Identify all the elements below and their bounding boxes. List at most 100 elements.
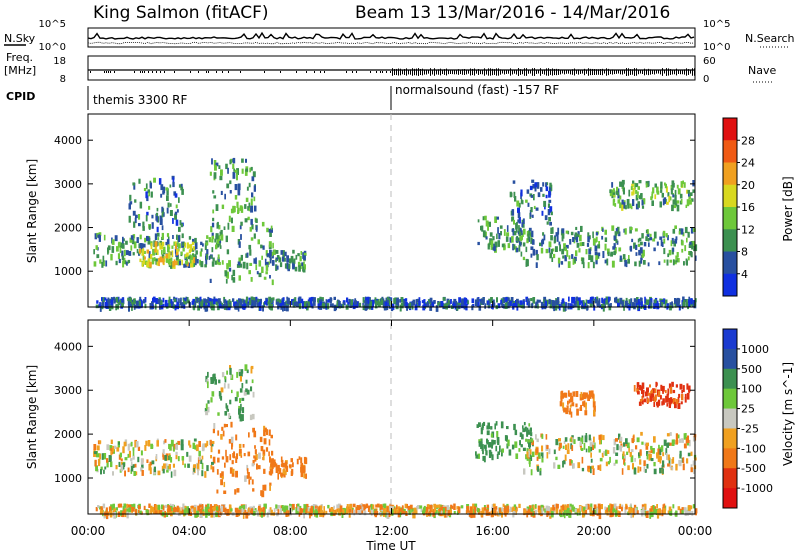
heatmap-cell [660, 239, 663, 247]
heatmap-cell [668, 195, 671, 203]
heatmap-cell [240, 234, 242, 240]
heatmap-cell [211, 442, 214, 447]
heatmap-cell [297, 503, 300, 507]
heatmap-cell [507, 297, 510, 301]
heatmap-cell [269, 249, 272, 257]
heatmap-cell [569, 408, 572, 414]
nave-mark [654, 69, 655, 75]
nave-mark [450, 70, 451, 74]
heatmap-cell [168, 263, 171, 268]
heatmap-cell [393, 506, 396, 510]
heatmap-cell [664, 183, 667, 189]
heatmap-cell [239, 299, 243, 306]
heatmap-cell [678, 188, 681, 193]
heatmap-cell [563, 506, 567, 512]
noise-right-tick-bottom: 10^0 [703, 42, 730, 53]
heatmap-cell [518, 231, 522, 236]
heatmap-cell [168, 303, 172, 308]
heatmap-cell [399, 304, 402, 312]
heatmap-cell [219, 473, 222, 478]
heatmap-cell [207, 371, 209, 378]
freq-right-tick-bottom: 0 [703, 74, 709, 85]
heatmap-cell [501, 243, 505, 248]
heatmap-cell [622, 453, 625, 460]
heatmap-cell [139, 243, 143, 249]
heatmap-cell [640, 431, 643, 436]
nave-mark [452, 69, 453, 75]
heatmap-cell [229, 454, 232, 461]
heatmap-cell [110, 448, 114, 455]
heatmap-cell [480, 225, 483, 231]
heatmap-cell [470, 511, 473, 519]
heatmap-cell [230, 421, 233, 428]
heatmap-cell [120, 462, 123, 466]
heatmap-cell [325, 299, 328, 305]
heatmap-cell [134, 440, 137, 448]
nave-mark [190, 71, 191, 73]
heatmap-cell [504, 435, 508, 441]
heatmap-cell [376, 503, 380, 508]
heatmap-cell [145, 191, 148, 199]
nave-mark [610, 69, 611, 75]
heatmap-cell [513, 219, 515, 225]
heatmap-cell [247, 302, 250, 308]
heatmap-cell [205, 410, 209, 416]
heatmap-cell [99, 453, 102, 460]
heatmap-cell [179, 510, 182, 515]
heatmap-cell [592, 393, 595, 399]
heatmap-cell [637, 201, 640, 208]
heatmap-cell [555, 232, 559, 237]
heatmap-cell [493, 440, 496, 445]
heatmap-cell [299, 255, 302, 262]
heatmap-cell [256, 463, 258, 470]
heatmap-cell [577, 436, 581, 441]
nave-mark [616, 70, 617, 74]
heatmap-cell [290, 458, 293, 463]
heatmap-cell [241, 158, 244, 163]
heatmap-cell [211, 238, 214, 243]
heatmap-cell [521, 200, 524, 205]
heatmap-cell [251, 304, 254, 308]
heatmap-cell [182, 458, 184, 466]
heatmap-cell [499, 225, 503, 229]
heatmap-cell [531, 451, 535, 457]
heatmap-cell [173, 298, 177, 303]
heatmap-cell [190, 505, 193, 510]
heatmap-cell [623, 304, 625, 311]
heatmap-cell [125, 240, 128, 245]
heatmap-cell [129, 297, 132, 303]
heatmap-cell [630, 186, 633, 191]
heatmap-cell [491, 504, 495, 510]
power-colorbar-label: Power [dB] [781, 176, 795, 241]
heatmap-cell [486, 300, 490, 305]
heatmap-cell [692, 189, 695, 193]
heatmap-cell [248, 244, 252, 250]
heatmap-cell [531, 438, 534, 443]
heatmap-cell [630, 512, 633, 519]
heatmap-cell [632, 199, 635, 206]
heatmap-cell [224, 270, 228, 277]
heatmap-cell [646, 451, 649, 456]
heatmap-cell [597, 503, 601, 509]
heatmap-cell [537, 452, 541, 459]
heatmap-cell [495, 421, 498, 426]
heatmap-cell [306, 305, 309, 311]
heatmap-cell [615, 190, 619, 195]
colorbar-tick-label: 25 [741, 403, 755, 416]
heatmap-cell [269, 275, 271, 279]
heatmap-cell [589, 442, 593, 447]
heatmap-cell [633, 302, 636, 310]
heatmap-cell [170, 471, 173, 478]
heatmap-cell [240, 221, 243, 226]
x-tick-label: 00:00 [678, 524, 713, 538]
heatmap-cell [631, 238, 634, 243]
heatmap-cell [219, 245, 222, 249]
heatmap-cell [488, 452, 492, 458]
heatmap-cell [515, 222, 517, 230]
heatmap-cell [155, 454, 158, 460]
heatmap-cell [555, 508, 559, 515]
heatmap-cell [658, 509, 662, 516]
heatmap-cell [584, 410, 588, 416]
heatmap-cell [291, 299, 293, 306]
heatmap-cell [138, 214, 141, 220]
